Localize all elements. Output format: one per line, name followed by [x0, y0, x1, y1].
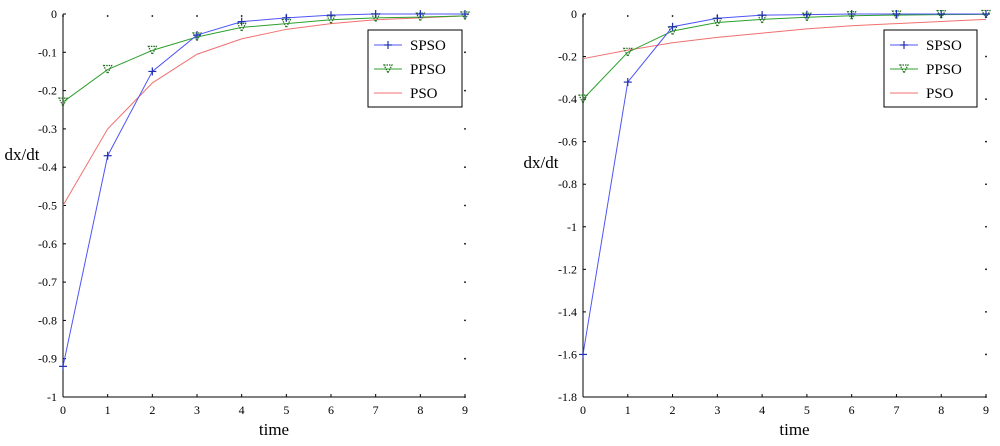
- x-tick-label: 0: [60, 403, 66, 417]
- legend-label-ppso: PPSO: [926, 62, 962, 78]
- right-chart: 0-0.2-0.4-0.6-0.8-1-1.2-1.4-1.6-1.80 1 2 3 4…: [524, 7, 991, 439]
- top-tick-dot: [582, 15, 584, 17]
- right-tick-dot: [464, 51, 466, 54]
- x-tick-label: 1: [625, 403, 631, 417]
- left-chart: 0-0.1-0.2-0.3-0.4-0.5-0.6-0.7-0.8-0.9-10…: [5, 7, 470, 439]
- y-tick-label: -0.8: [38, 313, 57, 327]
- top-tick-dot: [151, 15, 154, 17]
- point-ppso: [578, 94, 588, 105]
- y-tick-label: -0.1: [38, 45, 57, 59]
- x-tick-label: 8: [417, 403, 423, 417]
- y-tick-label: -0.6: [558, 135, 577, 149]
- y-tick-label: -0.4: [558, 92, 577, 106]
- right-tick-dot: [985, 98, 987, 101]
- series-line-pso: [582, 18, 987, 60]
- top-tick-dot: [62, 15, 64, 17]
- right-tick-dot: [464, 242, 466, 245]
- right-tick-dot: [464, 319, 466, 322]
- top-tick-dot: [196, 15, 198, 17]
- y-tick-label: -0.4: [38, 160, 57, 174]
- x-tick-label: 4: [759, 403, 765, 417]
- legend-marker-ppso: [899, 64, 909, 75]
- y-axis-label: dx/dt: [524, 153, 559, 172]
- right-tick-dot: [985, 310, 987, 313]
- right-tick-dot: [985, 140, 987, 143]
- x-tick-label: 1: [105, 403, 111, 417]
- y-axis-label: dx/dt: [5, 145, 40, 164]
- legend-label-pso: PSO: [926, 86, 954, 102]
- y-tick-label: -0.5: [38, 199, 57, 213]
- x-tick-label: 3: [194, 403, 200, 417]
- right-tick-dot: [464, 204, 466, 207]
- y-tick-label: -0.3: [38, 122, 57, 136]
- series-line-ppso: [582, 13, 987, 100]
- y-tick-label: -0.2: [38, 84, 57, 98]
- x-axis-label: time: [779, 420, 809, 439]
- right-tick-dot: [464, 357, 466, 360]
- x-tick-label: 2: [670, 403, 676, 417]
- y-tick-label: -0.6: [38, 237, 57, 251]
- y-tick-label: -1.2: [558, 262, 577, 276]
- x-tick-label: 0: [580, 403, 586, 417]
- right-tick-dot: [464, 166, 466, 169]
- right-tick-dot: [985, 225, 987, 228]
- right-tick-dot: [985, 353, 987, 356]
- y-tick-label: -1.6: [558, 347, 577, 361]
- x-tick-label: 7: [893, 403, 899, 417]
- point-ppso: [102, 64, 113, 75]
- y-tick-label: 0: [571, 7, 577, 21]
- x-axis-label: time: [259, 420, 289, 439]
- right-tick-dot: [985, 268, 987, 271]
- legend-label-pso: PSO: [410, 86, 438, 102]
- legend-label-ppso: PPSO: [410, 62, 446, 78]
- x-tick-label: 8: [938, 403, 944, 417]
- series-line-pso: [62, 15, 466, 206]
- y-tick-label: -1: [567, 220, 577, 234]
- x-tick-label: 9: [983, 403, 989, 417]
- y-tick-label: -1.8: [558, 390, 577, 404]
- series-line-ppso: [62, 15, 466, 103]
- point-ppso: [58, 97, 68, 108]
- right-tick-dot: [464, 127, 466, 130]
- right-tick-dot: [985, 183, 987, 186]
- point-ppso: [147, 45, 158, 56]
- x-tick-label: 4: [239, 403, 245, 417]
- top-tick-dot: [240, 15, 243, 17]
- top-tick-dot: [106, 15, 109, 17]
- top-tick-dot: [671, 15, 674, 17]
- y-tick-label: -0.8: [558, 177, 577, 191]
- series-line-spso: [582, 13, 986, 355]
- point-ppso: [622, 47, 633, 58]
- x-tick-label: 7: [373, 403, 379, 417]
- legend-marker-ppso: [383, 64, 393, 75]
- x-tick-label: 5: [804, 403, 810, 417]
- y-tick-label: -1: [47, 390, 57, 404]
- x-tick-label: 3: [714, 403, 720, 417]
- x-tick-label: 5: [283, 403, 289, 417]
- legend-label-spso: SPSO: [926, 38, 962, 54]
- y-tick-label: -1.4: [558, 305, 577, 319]
- right-tick-dot: [985, 55, 987, 58]
- right-tick-dot: [464, 89, 466, 92]
- y-tick-label: -0.2: [558, 50, 577, 64]
- right-tick-dot: [464, 281, 466, 283]
- series-line-spso: [62, 13, 465, 367]
- legend-label-spso: SPSO: [410, 38, 446, 54]
- x-tick-label: 9: [462, 403, 468, 417]
- y-tick-label: -0.7: [38, 275, 57, 289]
- x-tick-label: 6: [849, 403, 855, 417]
- top-tick-dot: [626, 15, 629, 17]
- x-tick-label: 6: [328, 403, 334, 417]
- y-tick-label: 0: [51, 7, 57, 21]
- y-tick-label: -0.9: [38, 352, 57, 366]
- x-tick-label: 2: [149, 403, 155, 417]
